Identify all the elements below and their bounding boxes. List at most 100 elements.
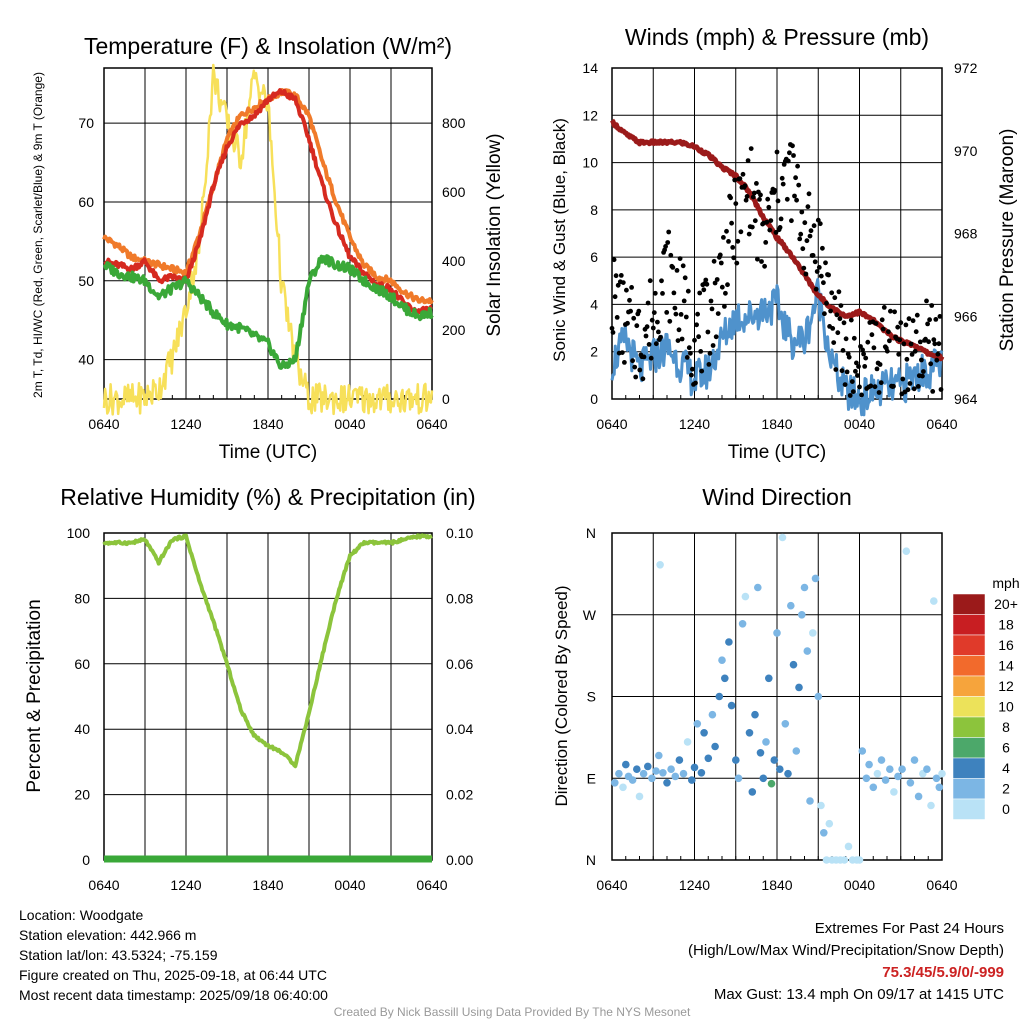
gust-point: [619, 350, 625, 355]
chart-title: Wind Direction: [702, 484, 852, 510]
gust-point: [921, 369, 926, 374]
gust-point: [863, 355, 869, 361]
gust-point: [826, 272, 831, 278]
colorbar-label: 8: [1002, 719, 1010, 735]
gust-point: [888, 308, 893, 314]
gust-point: [671, 290, 677, 296]
direction-point: [611, 779, 619, 787]
gust-point: [850, 389, 856, 394]
gust-point: [841, 320, 847, 326]
gust-point: [798, 231, 804, 237]
gust-point: [715, 311, 721, 316]
gust-point: [823, 260, 828, 266]
colorbar-label: 4: [1002, 760, 1010, 776]
direction-point: [800, 583, 809, 592]
gust-point: [683, 314, 689, 320]
y-tick-label-left: 14: [582, 60, 598, 76]
gust-point: [805, 204, 811, 210]
gust-point: [708, 298, 714, 304]
gust-point: [714, 277, 720, 282]
gust-point: [868, 383, 874, 389]
direction-point: [844, 842, 853, 851]
gust-point: [630, 358, 635, 364]
x-tick-label: 0640: [926, 416, 957, 432]
gust-point: [614, 315, 620, 320]
gust-point: [656, 329, 661, 335]
direction-point: [862, 774, 871, 783]
series-rh: [102, 533, 433, 769]
gust-point: [799, 209, 805, 215]
gust-point: [724, 228, 729, 234]
gust-point: [773, 230, 779, 235]
gust-point: [637, 367, 643, 373]
y-tick-label-right: 600: [442, 184, 466, 200]
chart-title: Relative Humidity (%) & Precipitation (i…: [60, 484, 475, 510]
gust-point: [706, 362, 712, 367]
gust-point: [650, 325, 656, 331]
gust-point: [803, 271, 809, 277]
gust-point: [666, 229, 672, 235]
gust-point: [822, 311, 827, 317]
direction-point: [745, 729, 754, 737]
gust-point: [730, 245, 736, 250]
gust-point: [886, 329, 891, 335]
gust-point: [835, 330, 841, 336]
direction-point: [869, 783, 878, 792]
gust-point: [649, 317, 655, 323]
direction-point: [652, 767, 660, 775]
gust-point: [801, 265, 807, 271]
gust-point: [717, 252, 723, 258]
x-tick-label: 1240: [679, 877, 710, 893]
gust-point: [843, 336, 849, 342]
gust-point: [847, 393, 853, 398]
x-tick-label: 1240: [679, 416, 710, 432]
colorbar-label: 12: [998, 678, 1014, 694]
direction-point: [655, 751, 663, 760]
gust-point: [907, 381, 913, 386]
y-tick-label-left: 60: [78, 194, 94, 210]
gust-point: [733, 201, 739, 207]
direction-point: [659, 769, 667, 777]
gust-point: [884, 348, 890, 354]
gust-point: [856, 364, 861, 369]
y-axis-label-right: Station Pressure (Maroon): [997, 129, 1018, 352]
gust-point: [615, 282, 621, 288]
colorbar-title: mph: [992, 575, 1019, 591]
x-tick-label: 0640: [926, 877, 957, 893]
y-tick-label-right: 968: [954, 226, 978, 242]
gust-point: [664, 310, 670, 315]
direction-point: [615, 769, 623, 778]
gust-point: [634, 323, 640, 329]
gust-point: [813, 286, 819, 292]
x-tick-label: 0640: [416, 416, 447, 432]
colorbar-swatch: [952, 778, 986, 800]
direction-point: [773, 629, 781, 637]
gust-point: [692, 337, 697, 343]
gust-point: [876, 390, 882, 395]
gust-point: [862, 364, 868, 369]
gust-point: [807, 233, 813, 239]
gust-point: [663, 244, 668, 249]
y-tick-label-right: 964: [954, 391, 978, 407]
gust-point: [625, 320, 630, 326]
x-tick-label: 1840: [252, 877, 283, 893]
chart-title: Winds (mph) & Pressure (mb): [625, 24, 929, 50]
y-tick-label-left: 100: [67, 525, 91, 541]
x-tick-label: 0640: [596, 416, 627, 432]
gust-point: [694, 322, 699, 328]
y-tick-label-right: 966: [954, 308, 978, 324]
gust-point: [768, 218, 774, 224]
colorbar-swatch: [952, 593, 986, 615]
gust-point: [838, 303, 844, 308]
gust-point: [721, 235, 726, 240]
gust-point: [887, 338, 892, 344]
gust-point: [647, 278, 653, 284]
gust-point: [651, 310, 657, 315]
gust-point: [775, 198, 781, 204]
y-tick-label-right: 0.10: [446, 525, 473, 541]
direction-point: [865, 760, 873, 769]
colorbar-swatch: [952, 696, 986, 718]
gust-point: [926, 339, 931, 345]
gust-point: [632, 364, 638, 370]
y-axis-label: Direction (Colored By Speed): [552, 585, 571, 806]
